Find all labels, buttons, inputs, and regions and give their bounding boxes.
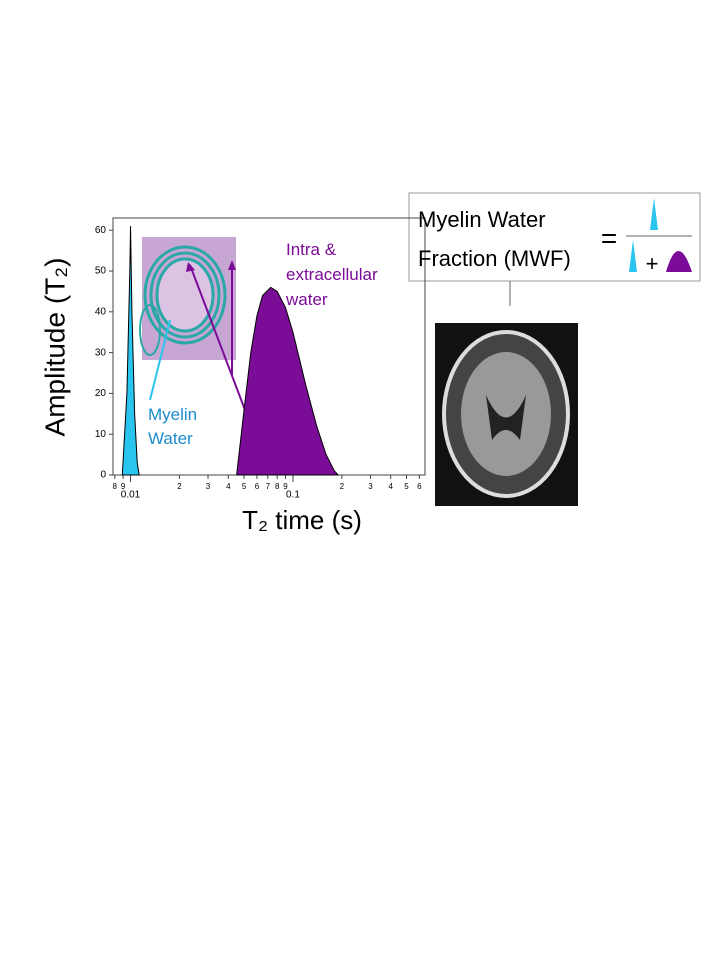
equals: = [601,222,617,253]
plus: + [646,251,659,276]
y-tick-label: 60 [95,225,107,236]
x-tick-label: 0.01 [121,490,141,501]
series-label: Intra & extracellular water [286,240,378,309]
x-tick-label: 3 [206,482,211,491]
x-tick-label: 8 [113,482,118,491]
y-tick-label: 30 [95,347,107,358]
arrow-head [186,262,195,272]
arrow-head [228,260,236,270]
arrow [189,264,246,411]
area [236,286,340,476]
x-tick-label: 2 [177,482,182,491]
x-tick-label: 6 [255,482,260,491]
x-tick-label: 3 [368,482,373,491]
icon [629,240,637,272]
x-tick-label: 5 [404,482,409,491]
series-label: Myelin Water [148,405,198,448]
y-tick-label: 0 [100,470,106,481]
icon [650,198,658,230]
brain-image [435,323,578,506]
area [121,226,140,476]
x-tick-label: 4 [389,482,394,491]
x-tick-label: 9 [283,482,288,491]
histology-image [139,237,236,360]
x-tick-label: 2 [340,482,345,491]
x-tick-label: 6 [417,482,422,491]
mwf-box [408,192,701,282]
x-tick-label: 0.1 [286,490,300,501]
arrow [149,319,171,401]
y-tick-label: 50 [95,266,107,277]
x-tick-label: 7 [266,482,271,491]
x-tick-label: 4 [226,482,231,491]
x-tick-label: 9 [121,482,126,491]
x-tick-label: 8 [275,482,280,491]
icon [666,251,692,272]
x-axis-label: T₂ time (s) [242,505,362,535]
y-tick-label: 40 [95,306,107,317]
x-tick-label: 5 [242,482,247,491]
y-tick-label: 10 [95,429,107,440]
y-axis-label: Amplitude (T₂) [39,258,70,437]
y-tick-label: 20 [95,388,107,399]
mwf-label: Myelin Water Fraction (MWF) [418,207,571,271]
